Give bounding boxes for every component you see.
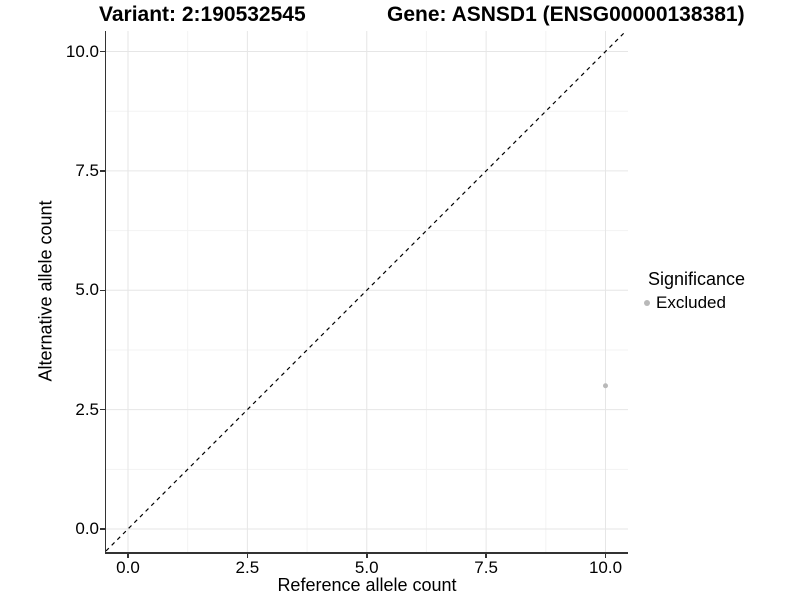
- y-tick-mark: [100, 408, 106, 411]
- plot-title-gene: Gene: ASNSD1 (ENSG00000138381): [387, 3, 745, 26]
- y-axis-line: [104, 31, 106, 552]
- plot-title-variant: Variant: 2:190532545: [99, 3, 306, 26]
- x-tick-label: 7.5: [474, 558, 498, 577]
- x-axis-title: Reference allele count: [277, 575, 457, 595]
- legend: Significance Excluded: [644, 269, 745, 313]
- y-tick-mark: [100, 528, 106, 530]
- plot-panel: [106, 31, 628, 552]
- y-tick-mark: [100, 50, 106, 53]
- y-tick-label: 0.0: [75, 519, 99, 538]
- y-tick-label: 7.5: [75, 160, 99, 180]
- data-point: [603, 383, 608, 389]
- x-tick-mark: [127, 552, 129, 558]
- identity-reference-line: [106, 31, 627, 552]
- legend-item: Excluded: [644, 293, 745, 313]
- y-tick-label: 10.0: [65, 41, 99, 61]
- x-tick-label: 10.0: [588, 558, 623, 577]
- panel-canvas: [106, 31, 628, 552]
- x-tick-mark: [604, 552, 607, 558]
- y-tick-mark: [100, 170, 106, 172]
- y-tick-label: 5.0: [75, 280, 99, 300]
- x-tick-label: 2.5: [235, 558, 260, 577]
- x-tick-mark: [485, 552, 487, 558]
- x-tick-label: 0.0: [116, 558, 140, 577]
- y-tick-label: 2.5: [75, 399, 99, 419]
- legend-title: Significance: [648, 269, 746, 289]
- y-tick-mark: [100, 289, 106, 291]
- legend-item-label: Excluded: [656, 293, 726, 312]
- legend-key-dot-icon: [644, 300, 650, 306]
- x-tick-label: 5.0: [354, 558, 379, 577]
- y-axis-title: Alternative allele count: [35, 200, 56, 382]
- legend-items: Excluded: [644, 293, 745, 313]
- x-tick-mark: [246, 552, 249, 558]
- x-tick-mark: [366, 552, 368, 558]
